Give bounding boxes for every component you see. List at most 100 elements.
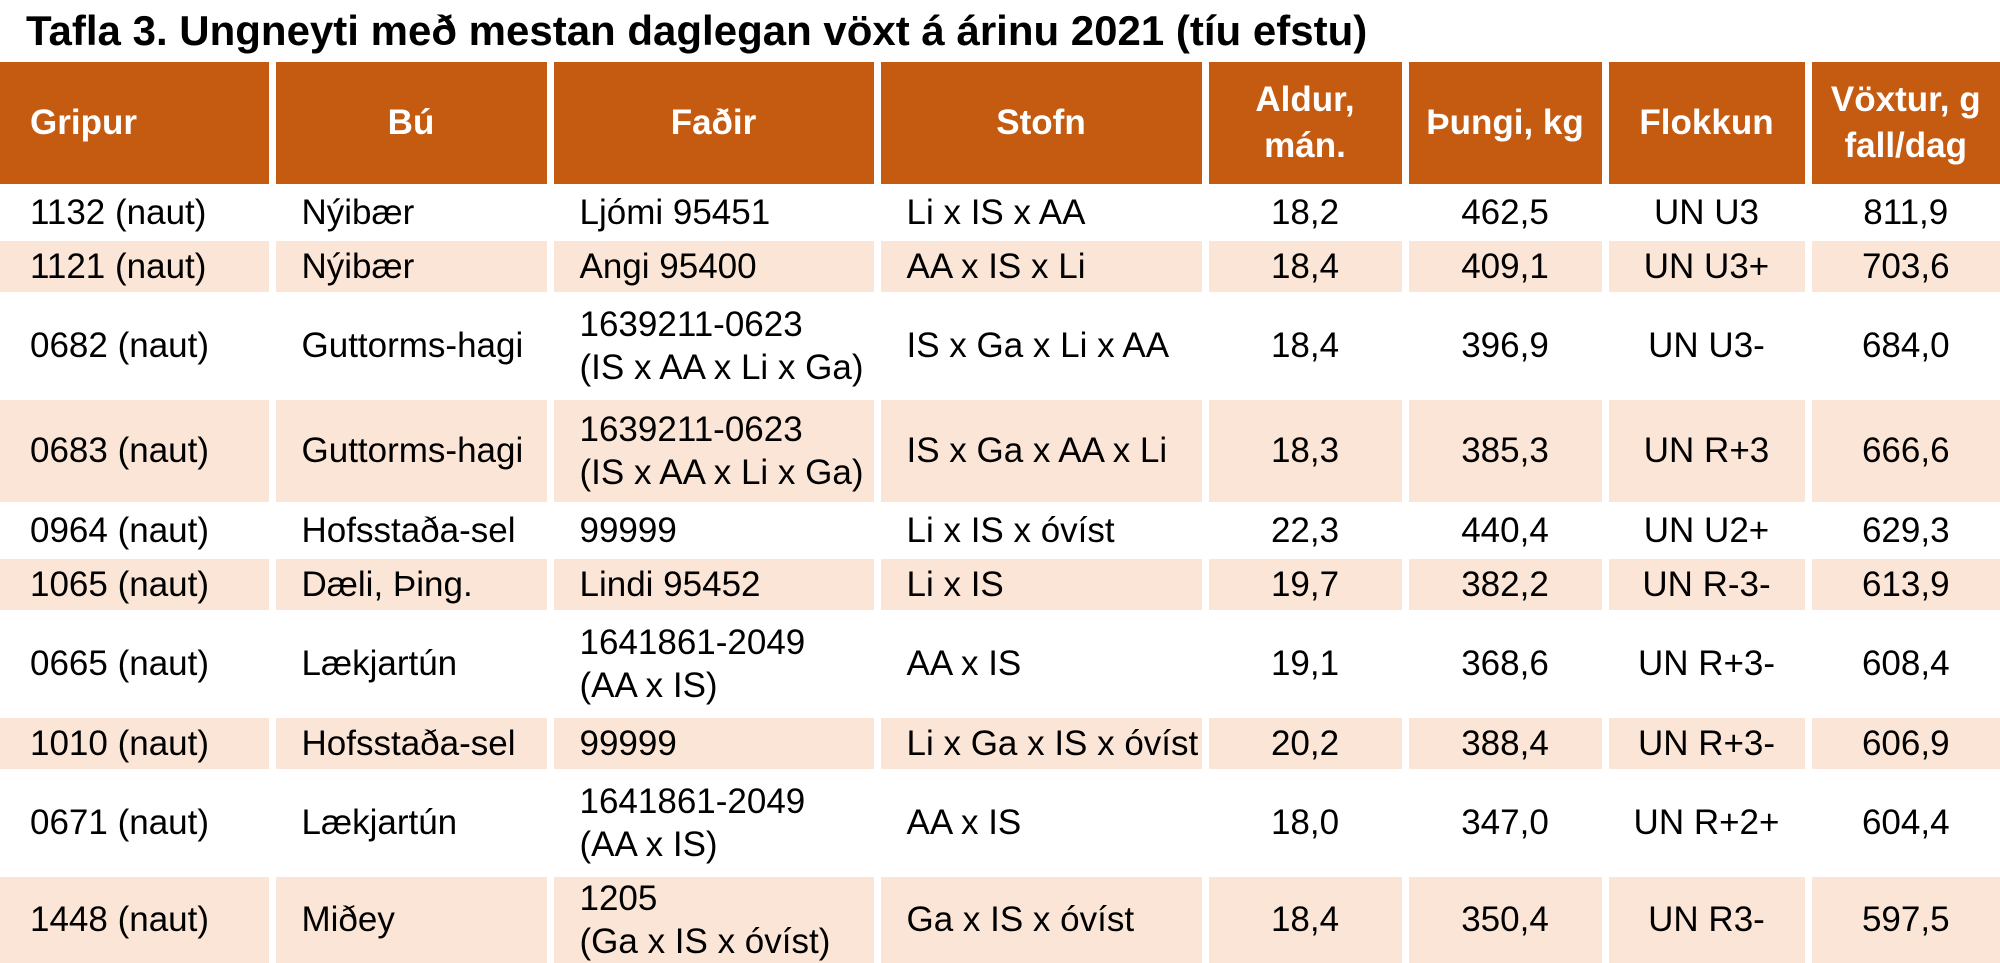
cell-fadir: 1641861-2049 (AA x IS) <box>550 611 881 718</box>
cell-flokkun: UN R+3- <box>1605 611 1812 718</box>
cell-voxtur: 613,9 <box>1808 557 2000 613</box>
cell-flokkun: UN U3+ <box>1605 239 1812 295</box>
table-row: 0964 (naut) Hofsstaða-sel 99999 Li x IS … <box>0 503 2000 559</box>
cell-stofn: Ga x IS x óvíst <box>877 875 1209 963</box>
cell-flokkun: UN R+3 <box>1605 398 1812 505</box>
cell-thungi: 388,4 <box>1405 716 1609 772</box>
cell-aldur: 18,2 <box>1205 185 1409 241</box>
table-row: 0671 (naut) Lækjartún 1641861-2049 (AA x… <box>0 770 2000 877</box>
cell-gripur: 0671 (naut) <box>0 770 276 877</box>
header-gripur: Gripur <box>0 62 276 187</box>
table-row: 1010 (naut) Hofsstaða-sel 99999 Li x Ga … <box>0 716 2000 772</box>
cell-stofn: Li x Ga x IS x óvíst <box>877 716 1209 772</box>
cell-aldur: 19,1 <box>1205 611 1409 718</box>
cell-aldur: 19,7 <box>1205 557 1409 613</box>
cell-bu: Miðey <box>272 875 554 963</box>
cell-fadir: 1639211-0623 (IS x AA x Li x Ga) <box>550 293 881 400</box>
header-bu: Bú <box>272 62 554 187</box>
cell-flokkun: UN R+2+ <box>1605 770 1812 877</box>
table-row: 0665 (naut) Lækjartún 1641861-2049 (AA x… <box>0 611 2000 718</box>
cell-stofn: AA x IS <box>877 611 1209 718</box>
cell-thungi: 440,4 <box>1405 503 1609 559</box>
cell-flokkun: UN U3- <box>1605 293 1812 400</box>
cell-bu: Hofsstaða-sel <box>272 716 554 772</box>
header-thungi: Þungi, kg <box>1405 62 1609 187</box>
cell-gripur: 1448 (naut) <box>0 875 276 963</box>
cell-bu: Nýibær <box>272 239 554 295</box>
cell-voxtur: 666,6 <box>1808 398 2000 505</box>
cell-bu: Lækjartún <box>272 611 554 718</box>
cell-voxtur: 608,4 <box>1808 611 2000 718</box>
cell-thungi: 350,4 <box>1405 875 1609 963</box>
cell-stofn: IS x Ga x Li x AA <box>877 293 1209 400</box>
cell-voxtur: 703,6 <box>1808 239 2000 295</box>
cell-fadir: Ljómi 95451 <box>550 185 881 241</box>
growth-table: Gripur Bú Faðir Stofn Aldur, mán. Þungi,… <box>0 62 2000 963</box>
cell-fadir: 1639211-0623 (IS x AA x Li x Ga) <box>550 398 881 505</box>
cell-stofn: Li x IS x óvíst <box>877 503 1209 559</box>
table-row: 1121 (naut) Nýibær Angi 95400 AA x IS x … <box>0 239 2000 295</box>
cell-stofn: AA x IS x Li <box>877 239 1209 295</box>
cell-flokkun: UN U2+ <box>1605 503 1812 559</box>
cell-voxtur: 604,4 <box>1808 770 2000 877</box>
cell-aldur: 22,3 <box>1205 503 1409 559</box>
cell-thungi: 347,0 <box>1405 770 1609 877</box>
cell-voxtur: 684,0 <box>1808 293 2000 400</box>
cell-flokkun: UN R-3- <box>1605 557 1812 613</box>
cell-stofn: Li x IS x AA <box>877 185 1209 241</box>
table-row: 1065 (naut) Dæli, Þing. Lindi 95452 Li x… <box>0 557 2000 613</box>
cell-voxtur: 597,5 <box>1808 875 2000 963</box>
table-title: Tafla 3. Ungneyti með mestan daglegan vö… <box>26 7 1368 54</box>
cell-gripur: 1121 (naut) <box>0 239 276 295</box>
cell-aldur: 18,3 <box>1205 398 1409 505</box>
cell-bu: Guttorms-hagi <box>272 398 554 505</box>
cell-aldur: 18,4 <box>1205 875 1409 963</box>
cell-fadir: 99999 <box>550 716 881 772</box>
cell-flokkun: UN R3- <box>1605 875 1812 963</box>
cell-thungi: 409,1 <box>1405 239 1609 295</box>
cell-gripur: 1010 (naut) <box>0 716 276 772</box>
header-row: Gripur Bú Faðir Stofn Aldur, mán. Þungi,… <box>0 62 2000 187</box>
cell-voxtur: 629,3 <box>1808 503 2000 559</box>
cell-stofn: AA x IS <box>877 770 1209 877</box>
cell-gripur: 1132 (naut) <box>0 185 276 241</box>
cell-fadir: 1641861-2049 (AA x IS) <box>550 770 881 877</box>
cell-aldur: 18,4 <box>1205 293 1409 400</box>
cell-bu: Hofsstaða-sel <box>272 503 554 559</box>
cell-gripur: 1065 (naut) <box>0 557 276 613</box>
cell-fadir: Lindi 95452 <box>550 557 881 613</box>
cell-bu: Nýibær <box>272 185 554 241</box>
cell-thungi: 385,3 <box>1405 398 1609 505</box>
cell-fadir: 99999 <box>550 503 881 559</box>
cell-thungi: 368,6 <box>1405 611 1609 718</box>
cell-aldur: 18,4 <box>1205 239 1409 295</box>
cell-gripur: 0682 (naut) <box>0 293 276 400</box>
header-aldur: Aldur, mán. <box>1205 62 1409 187</box>
table-row: 1448 (naut) Miðey 1205 (Ga x IS x óvíst)… <box>0 875 2000 963</box>
cell-stofn: IS x Ga x AA x Li <box>877 398 1209 505</box>
cell-bu: Lækjartún <box>272 770 554 877</box>
cell-flokkun: UN R+3- <box>1605 716 1812 772</box>
cell-thungi: 462,5 <box>1405 185 1609 241</box>
cell-gripur: 0964 (naut) <box>0 503 276 559</box>
cell-bu: Dæli, Þing. <box>272 557 554 613</box>
cell-thungi: 382,2 <box>1405 557 1609 613</box>
cell-stofn: Li x IS <box>877 557 1209 613</box>
cell-gripur: 0683 (naut) <box>0 398 276 505</box>
cell-voxtur: 811,9 <box>1808 185 2000 241</box>
table-row: 1132 (naut) Nýibær Ljómi 95451 Li x IS x… <box>0 185 2000 241</box>
cell-bu: Guttorms-hagi <box>272 293 554 400</box>
table-row: 0682 (naut) Guttorms-hagi 1639211-0623 (… <box>0 293 2000 400</box>
cell-thungi: 396,9 <box>1405 293 1609 400</box>
cell-flokkun: UN U3 <box>1605 185 1812 241</box>
cell-aldur: 20,2 <box>1205 716 1409 772</box>
header-voxtur: Vöxtur, g fall/dag <box>1808 62 2000 187</box>
header-flokkun: Flokkun <box>1605 62 1812 187</box>
header-stofn: Stofn <box>877 62 1209 187</box>
header-fadir: Faðir <box>550 62 881 187</box>
cell-voxtur: 606,9 <box>1808 716 2000 772</box>
cell-fadir: Angi 95400 <box>550 239 881 295</box>
cell-fadir: 1205 (Ga x IS x óvíst) <box>550 875 881 963</box>
table-row: 0683 (naut) Guttorms-hagi 1639211-0623 (… <box>0 398 2000 505</box>
